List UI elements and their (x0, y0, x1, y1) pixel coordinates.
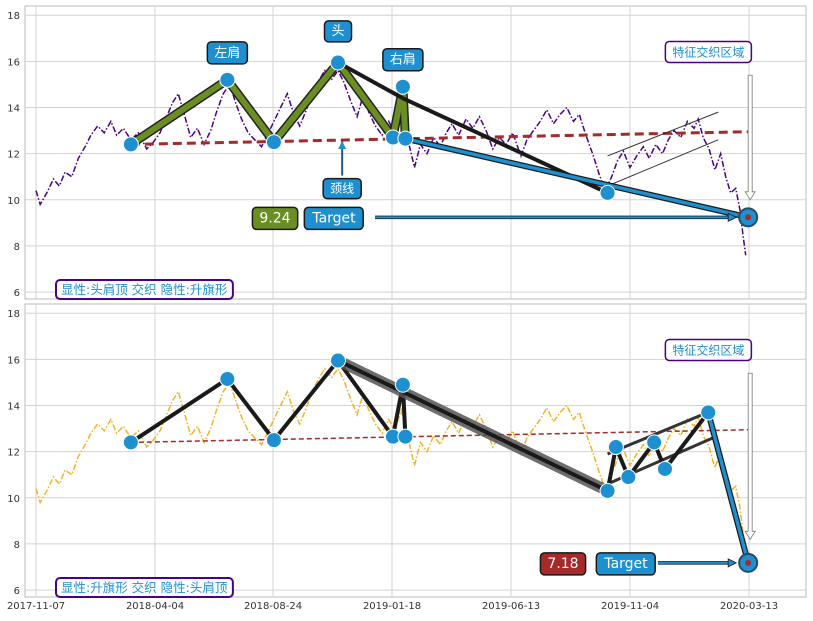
zone-label: 特征交织区域 (672, 342, 744, 357)
target-value-badge: 7.18 (547, 556, 578, 572)
pattern-point-marker (265, 432, 282, 449)
target-arrowhead (727, 558, 738, 568)
pattern-point-marker (219, 71, 236, 88)
pattern-point-marker (656, 460, 673, 477)
zone-label: 特征交织区域 (672, 44, 744, 59)
flag-channel-line (607, 139, 719, 187)
neckline (130, 428, 749, 444)
x-tick-label: 2019-11-04 (601, 601, 659, 612)
y-tick-label: 18 (7, 11, 20, 22)
target-value-badge-box (539, 552, 587, 576)
pattern-decline-segment (337, 60, 404, 101)
projection-line (706, 411, 750, 564)
pattern-point-marker (265, 134, 282, 151)
pattern-point-marker (607, 439, 624, 456)
y-tick-label: 12 (7, 448, 20, 459)
left-shoulder-label: 左肩 (214, 45, 240, 61)
projection-line (405, 136, 749, 220)
x-tick-label: 2018-04-04 (126, 601, 184, 612)
pattern-point-marker (394, 376, 411, 393)
x-tick-label: 2020-03-13 (720, 601, 778, 612)
head-label: 头 (331, 24, 344, 39)
pattern-point-marker (330, 352, 347, 369)
pattern-point-marker (330, 54, 347, 71)
zone-arrow (744, 74, 756, 201)
pattern-summary-label: 显性:升旗形 交织 隐性:头肩顶 (61, 580, 228, 595)
target-label-badge: Target (311, 210, 356, 226)
pattern-point-marker (646, 434, 663, 451)
target-label-badge: Target (603, 556, 648, 572)
zone-label-box (664, 338, 753, 362)
pattern-summary-box (55, 577, 234, 598)
flag-channel-line (606, 408, 714, 456)
y-tick-label: 16 (7, 57, 20, 68)
neckline-pointer-head (338, 140, 347, 149)
y-tick-label: 16 (7, 355, 20, 366)
right-shoulder-label: 右肩 (390, 52, 416, 68)
pattern-point-marker (397, 428, 414, 445)
pattern-point-marker (122, 136, 139, 153)
zone-arrow (744, 372, 756, 541)
pattern-point-marker (394, 78, 411, 95)
x-tick-label: 2017-11-07 (7, 601, 65, 612)
head-label-box (323, 20, 353, 43)
pattern-decline-segment (337, 358, 609, 493)
target-arrowhead (727, 212, 738, 222)
pattern-point-marker (599, 482, 616, 499)
right-shoulder-label-box (382, 47, 424, 72)
y-tick-label: 14 (7, 104, 20, 115)
target-value-badge-box (251, 206, 299, 231)
pattern-point-marker (700, 404, 717, 421)
x-axis: 2017-11-07 2018-04-04 2018-08-24 2019-01-18… (7, 601, 778, 612)
pattern-summary-label: 显性:头肩顶 交织 隐性:升旗形 (61, 282, 228, 297)
pattern-point-marker (219, 370, 236, 387)
neckline (130, 130, 749, 146)
neckline-label: 颈线 (330, 182, 354, 196)
left-shoulder-label-box (206, 41, 249, 65)
target-label-badge-box (595, 552, 656, 576)
x-tick-label: 2019-06-13 (482, 601, 540, 612)
y-tick-label: 6 (14, 288, 20, 299)
target-marker-center (745, 214, 752, 221)
neckline-label-box (322, 177, 362, 200)
x-tick-label: 2019-01-18 (363, 601, 421, 612)
y-tick-label: 12 (7, 150, 20, 161)
y-tick-label: 18 (7, 309, 20, 320)
y-tick-label: 10 (7, 494, 20, 505)
pattern-point-marker (620, 469, 637, 486)
y-tick-label: 8 (14, 540, 20, 551)
pattern-point-marker (599, 184, 616, 201)
zone-label-box (664, 40, 753, 64)
y-tick-label: 14 (7, 402, 20, 413)
target-value-badge: 9.24 (259, 210, 290, 226)
y-tick-label: 8 (14, 242, 20, 253)
pattern-summary-box (55, 279, 234, 300)
y-tick-label: 6 (14, 586, 20, 597)
target-label-badge-box (303, 206, 364, 231)
x-tick-label: 2018-08-24 (244, 601, 302, 612)
target-marker-center (745, 559, 752, 566)
top-panel: 6 8 10 12 14 16 18 特征交织区域 9.24 Target 左肩 头右肩颈线显性:头肩… (7, 5, 807, 300)
grid (25, 6, 806, 299)
pattern-point-marker (122, 434, 139, 451)
pattern-point-marker (397, 130, 414, 147)
bottom-panel: 6 8 10 12 14 16 18 特征交织区域 7.18 Target 显性:升旗形 交织 隐性… (7, 303, 807, 598)
y-tick-label: 10 (7, 196, 20, 207)
flag-channel-line (607, 111, 719, 157)
